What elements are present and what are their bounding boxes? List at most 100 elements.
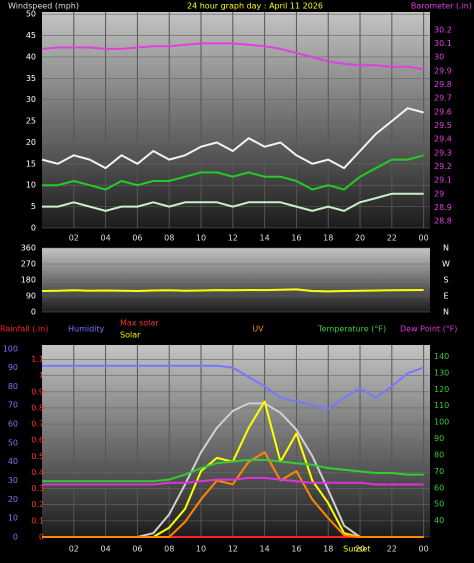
series-line <box>41 107 424 170</box>
x-tick-label: 08 <box>164 545 174 554</box>
x-tick-label: 00 <box>419 234 429 243</box>
y-tick-label: 360 <box>21 244 36 253</box>
series-line <box>42 192 424 212</box>
y3-tick-label: 20 <box>8 495 18 504</box>
y2-tick-label: 90 <box>434 434 444 443</box>
y3-tick-label: 50 <box>8 438 18 447</box>
x-tick-label: 02 <box>69 545 79 554</box>
y3-tick-label: 100 <box>3 344 18 353</box>
x-tick-label: 06 <box>132 234 142 243</box>
y2-tick-label: 29.4 <box>434 135 452 144</box>
barometer-axis-label: Barometer (.in) <box>411 2 472 11</box>
y3-tick-label: 90 <box>8 363 18 372</box>
series-line <box>42 451 424 538</box>
x-tick-label: 00 <box>419 545 429 554</box>
y-tick-label: 0.6 <box>31 436 44 445</box>
series-line <box>42 154 424 191</box>
y-tick-label: 0 <box>31 308 36 317</box>
x-tick-label: 08 <box>164 234 174 243</box>
y-tick-label: 0.7 <box>31 420 44 429</box>
y2-tick-label: 29.2 <box>434 162 452 171</box>
y2-tick-label: 140 <box>434 352 449 361</box>
y2-tick-label: 80 <box>434 450 444 459</box>
legend-entry: Max solar <box>120 319 159 328</box>
y-tick-label: 1 <box>39 371 44 380</box>
y2-tick-label: 60 <box>434 483 444 492</box>
y2-tick-label: 29 <box>434 189 444 198</box>
y2-tick-label: 30.2 <box>434 25 452 34</box>
y3-tick-label: 80 <box>8 382 18 391</box>
x-tick-label: 20 <box>355 234 365 243</box>
y2-tick-label: 29.8 <box>434 80 452 89</box>
series-line <box>41 42 424 71</box>
x-tick-label: 04 <box>101 545 111 554</box>
y3-tick-label: 70 <box>8 401 18 410</box>
y2-tick-label: S <box>443 276 448 285</box>
legend-entry: Temperature (°F) <box>317 325 386 334</box>
y-tick-label: 0.1 <box>31 516 44 525</box>
legend-entry: Solar <box>120 331 141 340</box>
y-tick-label: 0.9 <box>31 387 44 396</box>
y-tick-label: 180 <box>21 276 36 285</box>
y3-tick-label: 60 <box>8 420 18 429</box>
x-tick-label: 12 <box>228 545 238 554</box>
y-tick-label: 35 <box>26 74 36 83</box>
y2-tick-label: 110 <box>434 401 449 410</box>
series-line <box>42 458 424 483</box>
y2-tick-label: N <box>443 308 449 317</box>
y2-tick-label: N <box>443 244 449 253</box>
y3-tick-label: 10 <box>8 514 18 523</box>
y-tick-label: 30 <box>26 95 36 104</box>
y3-tick-label: 0 <box>13 533 18 542</box>
x-tick-label: 20 <box>355 545 365 554</box>
y2-tick-label: 120 <box>434 385 449 394</box>
y-tick-label: 0 <box>31 224 36 233</box>
x-tick-label: 02 <box>69 234 79 243</box>
x-tick-label: 22 <box>387 234 397 243</box>
y-tick-label: 15 <box>26 159 36 168</box>
x-tick-label: 18 <box>323 234 333 243</box>
y2-tick-label: 28.9 <box>434 203 452 212</box>
x-tick-label: 16 <box>291 234 301 243</box>
y-tick-label: 0.8 <box>31 403 44 412</box>
y-tick-label: 25 <box>26 117 36 126</box>
y-tick-label: 50 <box>26 10 36 19</box>
y-tick-label: 90 <box>26 292 36 301</box>
legend-entry: Rainfall (.in) <box>0 325 48 334</box>
y2-tick-label: 28.8 <box>434 217 452 226</box>
legend-entry: Humidity <box>68 325 105 334</box>
y2-tick-label: 29.6 <box>434 107 452 116</box>
y2-tick-label: 29.3 <box>434 148 452 157</box>
y2-tick-label: 29.7 <box>434 94 452 103</box>
y2-tick-label: 29.1 <box>434 176 452 185</box>
y3-tick-label: 30 <box>8 476 18 485</box>
y3-tick-label: 40 <box>8 457 18 466</box>
y-tick-label: 5 <box>31 202 36 211</box>
y2-tick-label: 29.5 <box>434 121 452 130</box>
y2-tick-label: 130 <box>434 368 449 377</box>
y-tick-label: 0.5 <box>31 452 44 461</box>
chart-title: 24 hour graph day : April 11 2026 <box>187 2 323 11</box>
y2-tick-label: 30.1 <box>434 39 452 48</box>
y2-tick-label: 100 <box>434 418 449 427</box>
x-tick-label: 06 <box>132 545 142 554</box>
x-tick-label: 14 <box>260 545 270 554</box>
y2-tick-label: 70 <box>434 467 444 476</box>
y-tick-label: 0.4 <box>31 468 44 477</box>
y-tick-label: 0 <box>39 533 44 542</box>
x-tick-label: 14 <box>260 234 270 243</box>
y-tick-label: 1.1 <box>31 355 44 364</box>
y2-tick-label: 29.9 <box>434 66 452 75</box>
wind-axis-label: Windspeed (mph) <box>8 2 79 11</box>
y2-tick-label: 30 <box>434 53 444 62</box>
x-tick-label: 16 <box>291 545 301 554</box>
x-tick-label: 18 <box>323 545 333 554</box>
series-line <box>42 476 424 486</box>
y-tick-label: 270 <box>21 260 36 269</box>
x-tick-label: 10 <box>196 234 206 243</box>
y2-tick-label: W <box>442 260 450 269</box>
legend-entry: UV <box>252 325 264 334</box>
plot-background <box>42 345 430 537</box>
y2-tick-label: 50 <box>434 500 444 509</box>
